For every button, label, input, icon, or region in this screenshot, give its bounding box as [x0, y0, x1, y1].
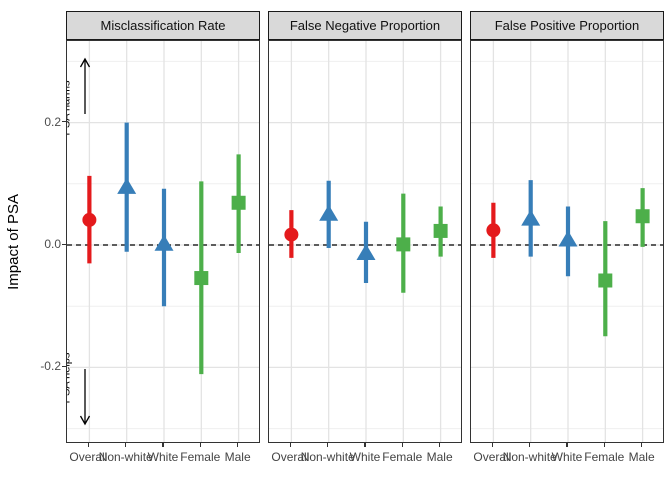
x-tick-label-non-white: Non-white	[98, 450, 153, 464]
x-axis-tick	[199, 443, 201, 447]
point-triangle-non-white	[117, 177, 137, 194]
x-axis-tick	[491, 443, 493, 447]
x-axis-tick	[125, 443, 127, 447]
point-circle-overall	[486, 223, 501, 238]
x-tick-label-female: Female	[382, 450, 423, 464]
point-square-male	[433, 223, 448, 238]
y-axis-tick	[62, 121, 66, 123]
x-tick-label-overall: Overall	[69, 450, 108, 464]
point-square-female	[598, 273, 613, 288]
x-axis-tick	[162, 443, 164, 447]
x-axis-tick	[87, 443, 89, 447]
x-axis-tick	[641, 443, 643, 447]
x-axis-tick	[529, 443, 531, 447]
y-axis-title: Impact of PSA	[4, 193, 22, 290]
x-tick-label-white: White	[147, 450, 179, 464]
point-triangle-white	[356, 243, 376, 260]
x-axis-tick	[401, 443, 403, 447]
x-tick-label-female: Female	[180, 450, 221, 464]
x-axis-tick	[237, 443, 239, 447]
down-arrow-head	[79, 415, 91, 426]
x-axis-tick	[327, 443, 329, 447]
x-tick-label-non-white: Non-white	[502, 450, 557, 464]
point-circle-overall	[82, 212, 97, 227]
panel-canvas: PSA harms PSA helps	[67, 41, 259, 442]
x-tick-label-overall: Overall	[473, 450, 512, 464]
facet-strip-misclassification-rate: Misclassification Rate	[66, 11, 260, 40]
point-square-female	[194, 271, 209, 286]
x-axis-tick	[364, 443, 366, 447]
point-triangle-white	[558, 230, 578, 247]
panel-canvas	[269, 41, 461, 442]
point-triangle-white	[154, 234, 174, 251]
point-triangle-non-white	[521, 209, 541, 226]
point-square-male	[231, 195, 246, 210]
panel-misclassification-rate: PSA harms PSA helps	[66, 40, 260, 443]
up-arrow-head	[79, 57, 91, 68]
point-square-male	[635, 209, 650, 224]
facet-strip-label: False Negative Proportion	[289, 18, 441, 33]
x-tick-label-white: White	[551, 450, 583, 464]
x-tick-label-non-white: Non-white	[300, 450, 355, 464]
x-tick-label-overall: Overall	[271, 450, 310, 464]
y-tick-label: -0.2	[40, 359, 61, 373]
y-tick-label: 0.0	[44, 237, 61, 251]
x-tick-label-male: Male	[224, 450, 251, 464]
y-axis-tick	[62, 365, 66, 368]
y-tick-label: 0.2	[44, 115, 61, 129]
annotation-psa-harms: PSA harms	[67, 80, 73, 136]
panel-canvas	[471, 41, 663, 442]
x-axis-tick	[566, 443, 568, 447]
panel-false-positive-proportion	[470, 40, 664, 443]
x-axis-tick	[603, 443, 605, 447]
panel-false-negative-proportion	[268, 40, 462, 443]
point-triangle-non-white	[319, 204, 339, 221]
facet-strip-label: Misclassification Rate	[100, 18, 226, 33]
point-circle-overall	[284, 227, 299, 242]
annotation-psa-helps: PSA helps	[67, 352, 73, 403]
x-tick-label-male: Male	[628, 450, 655, 464]
y-axis-tick	[62, 243, 66, 245]
x-tick-label-white: White	[349, 450, 381, 464]
y-axis-title-wrap: Impact of PSA	[2, 40, 24, 443]
x-axis-tick	[439, 443, 441, 447]
x-axis-tick	[289, 443, 291, 447]
point-square-female	[396, 237, 411, 252]
x-tick-label-male: Male	[426, 450, 453, 464]
facet-strip-false-positive-proportion: False Positive Proportion	[470, 11, 664, 40]
facet-strip-false-negative-proportion: False Negative Proportion	[268, 11, 462, 40]
facet-strip-label: False Positive Proportion	[494, 18, 640, 33]
x-tick-label-female: Female	[584, 450, 625, 464]
